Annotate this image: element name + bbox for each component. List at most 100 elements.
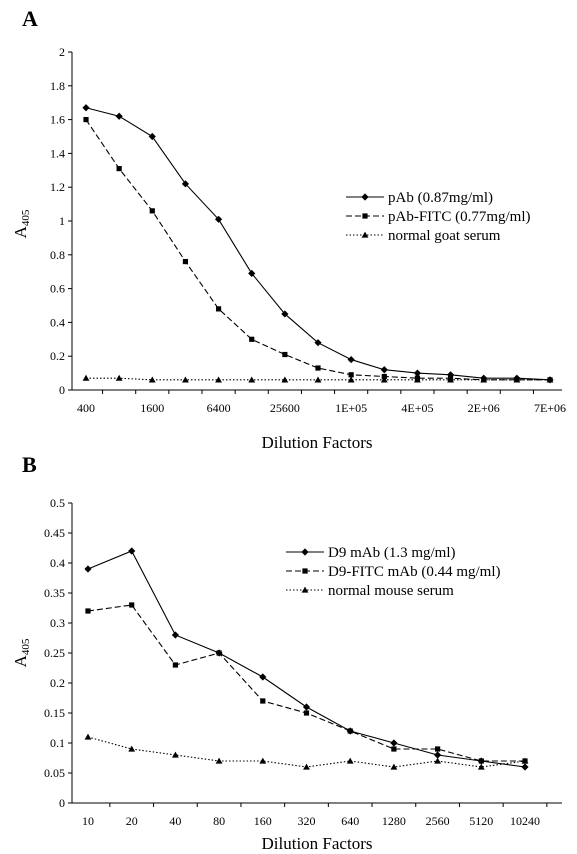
x-tick-label: 20 xyxy=(126,814,138,828)
series-2-point xyxy=(149,208,155,214)
series-3-point xyxy=(248,376,256,383)
y-axis-title: A405 xyxy=(11,638,32,667)
series-1-point xyxy=(314,339,322,347)
x-tick-label: 1280 xyxy=(382,814,406,828)
series-line-2 xyxy=(87,604,525,762)
legend-label-3: normal mouse serum xyxy=(328,583,454,599)
y-axis-title-main: A xyxy=(11,225,30,238)
series-2-point xyxy=(478,758,484,764)
series-3-point xyxy=(281,376,289,383)
series-3-point xyxy=(182,376,189,383)
series-3-point xyxy=(215,757,223,764)
series-3-point xyxy=(347,376,355,383)
series-3-point xyxy=(521,757,529,764)
y-tick-label: 0.4 xyxy=(50,556,65,570)
x-axis-title: Dilution Factors xyxy=(262,834,373,853)
series-3-point xyxy=(148,376,156,383)
series-1-point xyxy=(390,739,398,747)
chart-panel-a: A 0 0.2 0.4 0.6 0.8 1 1.2 1.4 1.6 1.8 2 400 1600 6400 2… xyxy=(11,6,566,452)
x-tick-label: 640 xyxy=(341,814,359,828)
series-1-point xyxy=(84,565,92,573)
series-3-point xyxy=(546,376,554,383)
y-tick-label: 0.4 xyxy=(50,315,65,329)
series-2-point xyxy=(391,746,397,752)
legend-marker-1 xyxy=(301,548,309,556)
series-3-point xyxy=(115,374,123,381)
x-tick-label: 10 xyxy=(82,814,94,828)
series-1-point xyxy=(434,751,442,759)
series-2-point xyxy=(315,365,321,371)
series-2-point xyxy=(172,662,178,668)
legend-marker-1 xyxy=(361,193,369,201)
x-tick-label: 5120 xyxy=(469,814,493,828)
series-3-point xyxy=(513,376,521,383)
legend-marker-2 xyxy=(362,213,368,219)
series-3-point xyxy=(82,374,90,381)
y-tick-label: 0.1 xyxy=(50,736,65,750)
y-tick-label: 1.8 xyxy=(50,79,65,93)
series-2-point xyxy=(85,608,91,614)
series-1-point xyxy=(171,631,179,639)
series-2-point xyxy=(182,258,189,265)
series-2-point xyxy=(435,746,441,752)
legend-marker-3 xyxy=(301,586,309,593)
y-tick-label: 0.2 xyxy=(50,349,65,363)
series-2-point xyxy=(116,166,122,172)
x-tick-label: 320 xyxy=(298,814,316,828)
y-tick-label: 0.35 xyxy=(44,586,65,600)
series-2-point xyxy=(129,602,135,608)
series-1-point xyxy=(413,369,422,377)
y-tick-label: 0 xyxy=(59,796,65,810)
series-line-1 xyxy=(87,550,526,768)
y-tick-label: 0.6 xyxy=(50,282,65,296)
x-tick-label: 80 xyxy=(213,814,225,828)
series-1-point xyxy=(281,310,289,318)
series-2-point xyxy=(83,117,89,123)
series-1-point xyxy=(521,763,529,771)
y-axis-title: A405 xyxy=(11,209,32,238)
y-tick-label: 2 xyxy=(59,45,65,59)
series-line-3 xyxy=(87,736,526,768)
y-tick-label: 0.5 xyxy=(50,496,65,510)
chart-panel-b: B00.050.10.150.20.250.30.350.40.450.510 2… xyxy=(11,452,562,853)
series-1-point xyxy=(214,215,223,223)
y-tick-label: 1.6 xyxy=(50,113,65,127)
panel-label: A xyxy=(22,6,38,31)
series-1-point xyxy=(259,673,267,681)
series-3-point xyxy=(390,763,398,770)
x-tick-label: 25600 xyxy=(270,401,300,415)
series-2-point xyxy=(215,306,222,312)
series-1-point xyxy=(446,371,455,379)
x-tick-label: 40 xyxy=(169,814,181,828)
y-axis-title-subscript: 405 xyxy=(20,638,32,655)
y-tick-label: 1.4 xyxy=(50,146,65,160)
series-3-point xyxy=(480,376,488,383)
y-tick-label: 0.8 xyxy=(50,248,65,262)
x-tick-label: 2560 xyxy=(426,814,450,828)
y-tick-label: 0.3 xyxy=(50,616,65,630)
series-2-point xyxy=(282,351,288,358)
series-2-point xyxy=(303,710,310,716)
legend-marker-3 xyxy=(361,231,369,238)
series-1-point xyxy=(181,180,190,188)
x-axis-title: Dilution Factors xyxy=(262,433,373,452)
y-tick-label: 1.2 xyxy=(50,180,65,194)
y-tick-label: 0.25 xyxy=(44,646,65,660)
y-tick-label: 0.2 xyxy=(50,676,65,690)
series-2-point xyxy=(260,698,266,704)
series-1-point xyxy=(148,132,156,141)
legend-label-2: D9-FITC mAb (0.44 mg/ml) xyxy=(328,564,501,580)
series-3-point xyxy=(434,757,441,764)
y-axis-title-subscript: 405 xyxy=(20,209,32,226)
series-1-point xyxy=(248,269,256,277)
series-3-point xyxy=(314,376,322,383)
legend-label-1: D9 mAb (1.3 mg/ml) xyxy=(328,545,456,561)
legend-label-2: pAb-FITC (0.77mg/ml) xyxy=(388,209,531,225)
series-2-point xyxy=(347,728,353,734)
series-1-point xyxy=(115,112,123,120)
legend-marker-2 xyxy=(302,568,308,574)
x-tick-label: 400 xyxy=(77,401,95,415)
x-tick-label: 7E+06 xyxy=(534,401,566,415)
series-3-point xyxy=(128,745,136,752)
